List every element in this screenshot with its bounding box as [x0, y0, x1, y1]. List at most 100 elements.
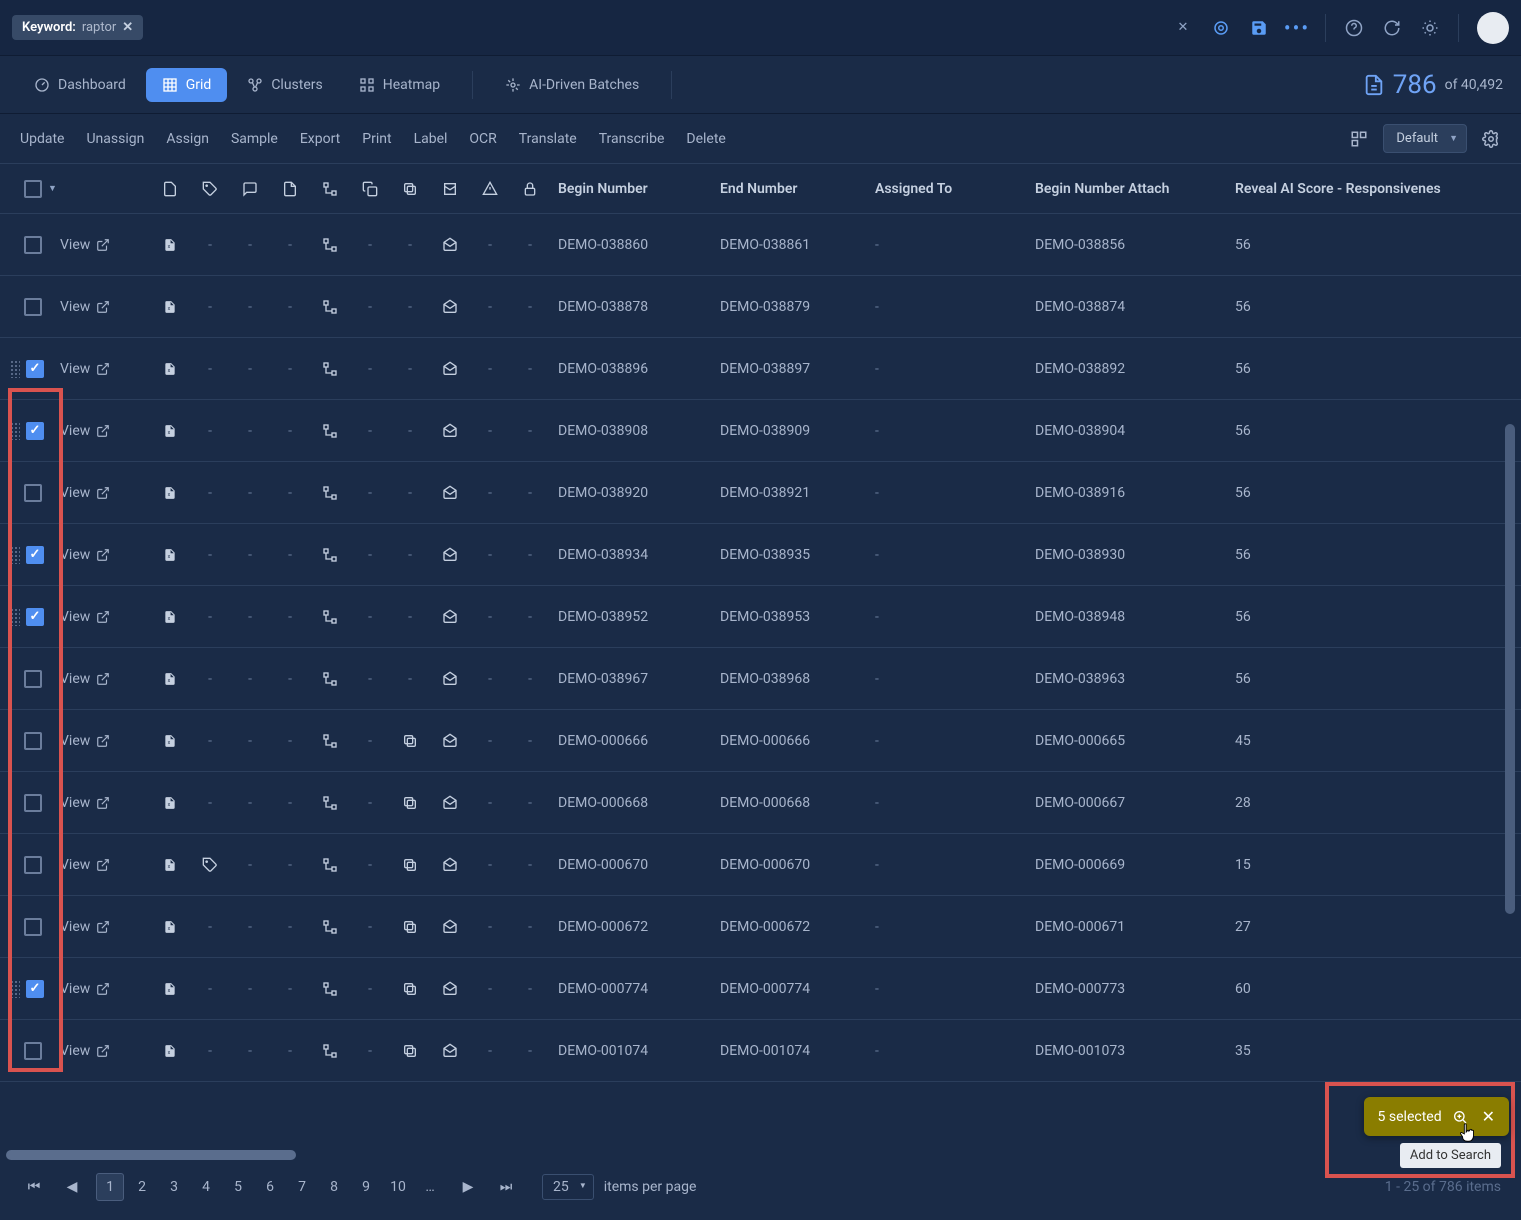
view-link[interactable]: View — [60, 237, 150, 253]
row-checkbox[interactable] — [24, 732, 42, 750]
view-link[interactable]: View — [60, 857, 150, 873]
view-link[interactable]: View — [60, 671, 150, 687]
select-all-checkbox[interactable] — [24, 180, 42, 198]
heatmap-tab[interactable]: Heatmap — [343, 68, 456, 102]
column-lock-icon[interactable] — [510, 181, 550, 197]
print-action[interactable]: Print — [362, 131, 391, 147]
remove-keyword-icon[interactable]: ✕ — [122, 20, 133, 35]
row-checkbox[interactable] — [24, 236, 42, 254]
column-duplicate-icon[interactable] — [390, 181, 430, 197]
target-icon[interactable] — [1211, 18, 1231, 38]
page-number-button[interactable]: 2 — [128, 1173, 156, 1201]
last-page-button[interactable]: ⏭ — [492, 1173, 520, 1201]
page-number-button[interactable]: 10 — [384, 1173, 412, 1201]
row-checkbox[interactable] — [24, 794, 42, 812]
drag-handle-icon[interactable] — [10, 360, 20, 378]
row-checkbox[interactable] — [24, 1042, 42, 1060]
vertical-scrollbar[interactable] — [1505, 424, 1515, 914]
table-row[interactable]: View x - - - - - - - DEMO-038920 DEMO-03… — [0, 462, 1521, 524]
user-avatar[interactable] — [1477, 12, 1509, 44]
brightness-icon[interactable] — [1420, 18, 1440, 38]
column-end-number[interactable]: End Number — [720, 181, 875, 197]
table-row[interactable]: View x - - - - - - - DEMO-038908 DEMO-03… — [0, 400, 1521, 462]
assign-action[interactable]: Assign — [166, 131, 209, 147]
column-assigned-to[interactable]: Assigned To — [875, 181, 1035, 197]
keyword-filter-chip[interactable]: Keyword: raptor ✕ — [12, 15, 143, 40]
column-file-icon[interactable] — [150, 181, 190, 197]
page-number-button[interactable]: 8 — [320, 1173, 348, 1201]
drag-handle-icon[interactable] — [10, 422, 20, 440]
table-row[interactable]: View x - - - - - - - DEMO-038878 DEMO-03… — [0, 276, 1521, 338]
table-row[interactable]: View x - - - - - - DEMO-000774 DEMO-0007… — [0, 958, 1521, 1020]
save-icon[interactable] — [1249, 18, 1269, 38]
page-size-select[interactable]: 25 — [542, 1174, 594, 1200]
delete-action[interactable]: Delete — [686, 131, 725, 147]
table-row[interactable]: View x - - - - - - - DEMO-038967 DEMO-03… — [0, 648, 1521, 710]
row-checkbox[interactable] — [26, 422, 44, 440]
view-link[interactable]: View — [60, 609, 150, 625]
table-row[interactable]: View x - - - - - - DEMO-000672 DEMO-0006… — [0, 896, 1521, 958]
view-link[interactable]: View — [60, 795, 150, 811]
page-number-button[interactable]: 7 — [288, 1173, 316, 1201]
page-number-button[interactable]: 4 — [192, 1173, 220, 1201]
column-tree-icon[interactable] — [310, 181, 350, 197]
chevron-down-icon[interactable]: ▼ — [48, 183, 57, 194]
drag-handle-icon[interactable] — [10, 980, 20, 998]
export-action[interactable]: Export — [300, 131, 340, 147]
column-tag-icon[interactable] — [190, 181, 230, 197]
page-number-button[interactable]: 9 — [352, 1173, 380, 1201]
table-row[interactable]: View x - - - - - - - DEMO-038952 DEMO-03… — [0, 586, 1521, 648]
column-begin-attach[interactable]: Begin Number Attach — [1035, 181, 1235, 197]
grid-tab[interactable]: Grid — [146, 68, 228, 102]
ocr-action[interactable]: OCR — [469, 131, 496, 147]
view-link[interactable]: View — [60, 485, 150, 501]
view-link[interactable]: View — [60, 733, 150, 749]
dashboard-tab[interactable]: Dashboard — [18, 68, 142, 102]
view-link[interactable]: View — [60, 423, 150, 439]
prev-page-button[interactable]: ◀ — [58, 1173, 86, 1201]
page-number-button[interactable]: 5 — [224, 1173, 252, 1201]
clear-all-icon[interactable]: ✕ — [1173, 18, 1193, 38]
view-link[interactable]: View — [60, 1043, 150, 1059]
row-checkbox[interactable] — [24, 298, 42, 316]
unassign-action[interactable]: Unassign — [86, 131, 144, 147]
add-to-search-icon[interactable] — [1452, 1109, 1468, 1125]
layout-icon[interactable] — [1349, 129, 1369, 149]
ai-batches-tab[interactable]: AI-Driven Batches — [489, 68, 655, 102]
table-row[interactable]: View x - - - - - - DEMO-000668 DEMO-0006… — [0, 772, 1521, 834]
update-action[interactable]: Update — [20, 131, 64, 147]
settings-icon[interactable] — [1481, 129, 1501, 149]
table-row[interactable]: View x - - - - - - - DEMO-038934 DEMO-03… — [0, 524, 1521, 586]
row-checkbox[interactable] — [24, 856, 42, 874]
view-link[interactable]: View — [60, 981, 150, 997]
row-checkbox[interactable] — [26, 360, 44, 378]
translate-action[interactable]: Translate — [519, 131, 577, 147]
sample-action[interactable]: Sample — [231, 131, 278, 147]
more-icon[interactable]: ••• — [1287, 18, 1307, 38]
help-icon[interactable] — [1344, 18, 1364, 38]
column-doc-icon[interactable] — [270, 181, 310, 197]
column-comment-icon[interactable] — [230, 181, 270, 197]
view-link[interactable]: View — [60, 361, 150, 377]
row-checkbox[interactable] — [26, 546, 44, 564]
clusters-tab[interactable]: Clusters — [231, 68, 338, 102]
drag-handle-icon[interactable] — [10, 546, 20, 564]
dismiss-toast-icon[interactable]: ✕ — [1482, 1107, 1495, 1126]
table-row[interactable]: View x - - - - - - DEMO-001074 DEMO-0010… — [0, 1020, 1521, 1082]
transcribe-action[interactable]: Transcribe — [599, 131, 665, 147]
page-number-button[interactable]: 6 — [256, 1173, 284, 1201]
row-checkbox[interactable] — [24, 484, 42, 502]
horizontal-scrollbar[interactable] — [6, 1150, 296, 1160]
table-row[interactable]: View x - - - - - - - DEMO-038860 DEMO-03… — [0, 214, 1521, 276]
view-link[interactable]: View — [60, 919, 150, 935]
table-row[interactable]: View x - - - - - - - DEMO-038896 DEMO-03… — [0, 338, 1521, 400]
row-checkbox[interactable] — [26, 608, 44, 626]
table-row[interactable]: View x - - - - - - DEMO-000666 DEMO-0006… — [0, 710, 1521, 772]
view-preset-select[interactable]: Default — [1383, 124, 1467, 153]
row-checkbox[interactable] — [24, 918, 42, 936]
first-page-button[interactable]: ⏮ — [20, 1173, 48, 1201]
page-number-button[interactable]: … — [416, 1173, 444, 1201]
table-row[interactable]: View x - - - - - DEMO-000670 DEMO-000670… — [0, 834, 1521, 896]
row-checkbox[interactable] — [26, 980, 44, 998]
view-link[interactable]: View — [60, 547, 150, 563]
